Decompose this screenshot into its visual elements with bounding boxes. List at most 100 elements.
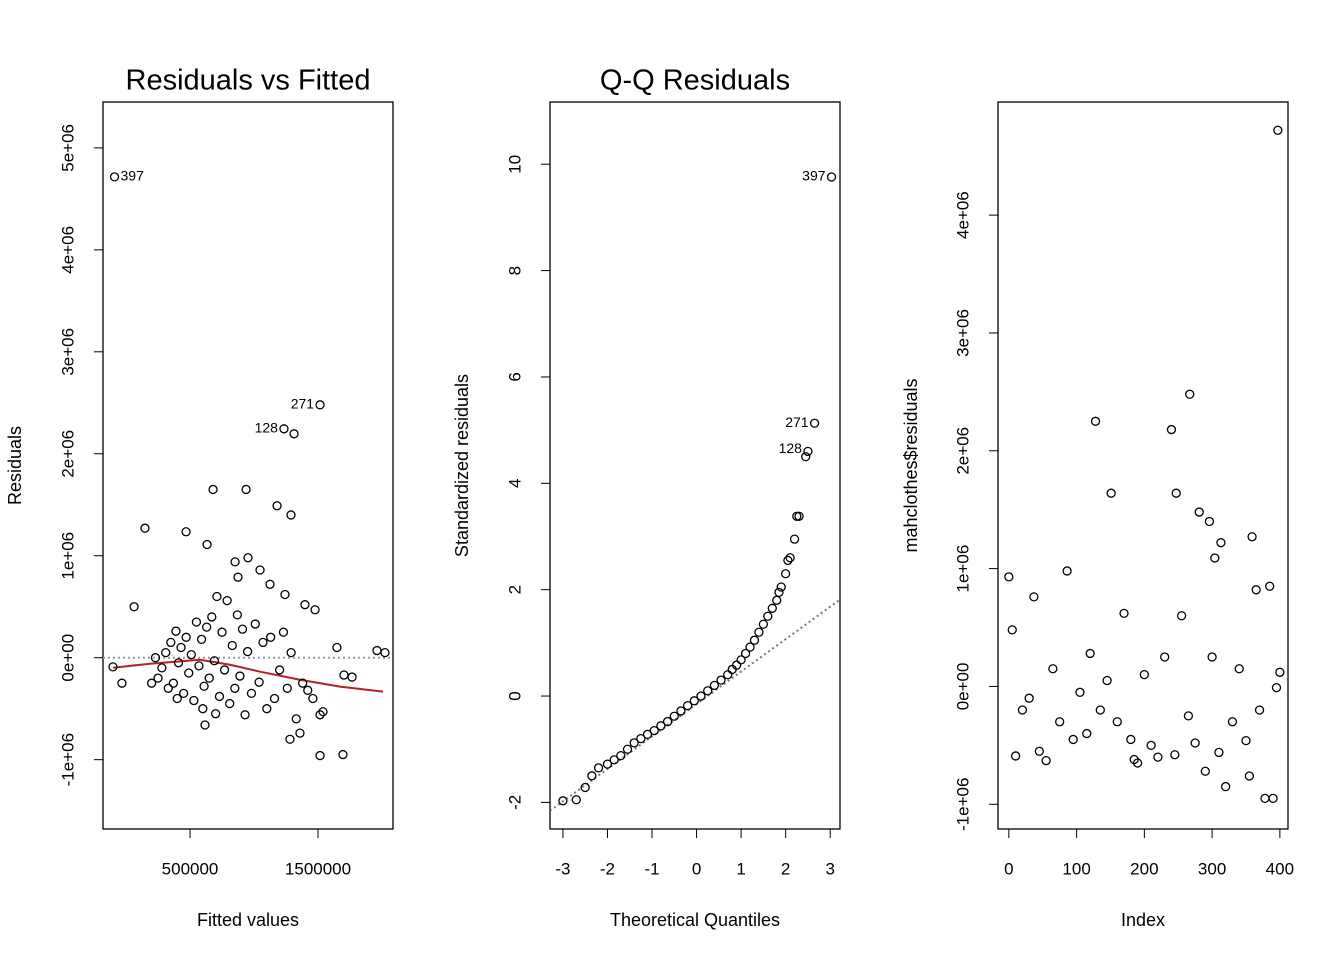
point [826, 172, 837, 182]
point [1041, 756, 1051, 766]
point [676, 706, 686, 716]
point [682, 700, 693, 711]
point [781, 569, 791, 579]
point [274, 665, 285, 675]
point [1075, 687, 1085, 697]
y-tick-label: 1e+06 [953, 545, 972, 593]
point [291, 714, 301, 724]
point [173, 658, 184, 668]
point [108, 662, 118, 672]
point [189, 695, 199, 706]
point [1275, 667, 1285, 677]
smooth-line [112, 658, 384, 693]
plot-frame [549, 101, 841, 830]
point [339, 670, 349, 680]
point [181, 632, 191, 642]
point [1034, 746, 1044, 756]
point [269, 693, 280, 704]
point [794, 511, 804, 521]
point [242, 646, 253, 657]
point [1214, 747, 1224, 758]
point [772, 595, 782, 605]
point [1268, 793, 1278, 804]
point [150, 653, 161, 663]
point [272, 501, 282, 511]
point [258, 637, 268, 648]
y-axis-label: Standardized residuals [452, 374, 472, 557]
point [278, 627, 289, 637]
point [602, 759, 613, 769]
point [318, 707, 328, 717]
point [1185, 389, 1195, 399]
point [1095, 705, 1105, 715]
point [662, 716, 673, 727]
point [209, 656, 219, 666]
point [1254, 705, 1265, 715]
point [262, 704, 272, 714]
point [716, 675, 726, 685]
point [219, 665, 230, 675]
point [622, 744, 633, 754]
point [1090, 416, 1101, 426]
y-tick-label: 0e+00 [953, 663, 972, 711]
point [1207, 652, 1217, 662]
point [286, 647, 296, 658]
point [709, 680, 720, 691]
point [1112, 717, 1122, 727]
point [1265, 581, 1275, 591]
point [580, 782, 590, 793]
y-tick-label: 1e+06 [58, 532, 77, 580]
point [1029, 592, 1039, 602]
point [200, 720, 210, 730]
point [785, 553, 795, 563]
point [1194, 507, 1204, 517]
point [1247, 532, 1257, 542]
point [767, 603, 777, 613]
x-tick-label: 0 [692, 859, 701, 878]
point [1271, 682, 1282, 693]
point [789, 534, 800, 544]
point-label: 128 [779, 440, 803, 456]
point-label: 271 [291, 396, 315, 412]
point-label: 397 [802, 168, 826, 184]
point [109, 172, 120, 182]
point [1146, 740, 1156, 750]
point [210, 709, 221, 719]
point [153, 673, 163, 683]
point [656, 721, 666, 731]
x-tick-label: 3 [825, 859, 834, 878]
point [191, 617, 202, 627]
point [161, 647, 171, 658]
point [184, 668, 194, 678]
point [1200, 766, 1210, 776]
point [230, 683, 240, 693]
point-label: 128 [255, 419, 279, 435]
y-tick-label: 3e+06 [953, 309, 972, 357]
x-axis-label: Index [1121, 910, 1165, 930]
point [232, 610, 243, 620]
point [214, 691, 225, 702]
point [243, 553, 253, 563]
plot-area [103, 172, 393, 761]
x-axis-label: Theoretical Quantiles [610, 910, 780, 930]
point [754, 627, 764, 637]
point [1153, 752, 1163, 762]
x-tick-label: 1500000 [285, 859, 351, 878]
point [280, 589, 290, 600]
point [204, 673, 214, 683]
point [332, 642, 342, 653]
point [745, 642, 755, 652]
point [803, 446, 813, 457]
x-tick-label: -3 [555, 859, 570, 878]
point [1227, 717, 1238, 727]
x-tick-label: 200 [1130, 859, 1158, 878]
y-axis-label: Residuals [5, 426, 25, 505]
y-tick-label: 6 [505, 372, 524, 381]
point [1139, 669, 1150, 680]
point [1166, 424, 1177, 435]
point [740, 648, 751, 659]
point [758, 619, 769, 629]
point [636, 733, 646, 744]
y-tick-label: 0 [505, 691, 524, 700]
point [1004, 572, 1014, 582]
